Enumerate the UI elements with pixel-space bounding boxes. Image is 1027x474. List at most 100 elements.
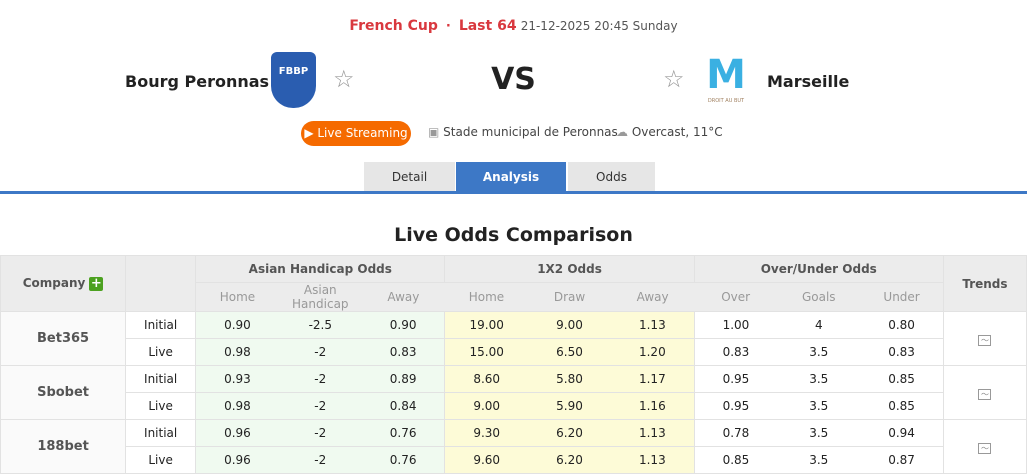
odds-cell[interactable]: 0.85 <box>860 365 944 393</box>
odds-cell[interactable]: 0.85 <box>693 446 778 474</box>
odds-cell[interactable]: 6.50 <box>527 338 612 366</box>
odds-cell[interactable]: -2 <box>278 338 362 366</box>
odds-cell[interactable]: 1.20 <box>611 338 695 366</box>
odds-cell[interactable]: 3.5 <box>777 392 861 420</box>
home-team-name[interactable]: Bourg Peronnas <box>125 72 270 91</box>
odds-cell[interactable]: 0.95 <box>693 392 778 420</box>
stadium-icon: ▣ <box>428 125 440 139</box>
trends-cell[interactable]: 〜 <box>942 311 1027 366</box>
trend-chart-icon[interactable]: 〜 <box>978 442 992 454</box>
sub-header: Away <box>361 282 445 312</box>
odds-cell[interactable]: 3.5 <box>777 419 861 447</box>
cloud-icon: ☁ <box>616 125 628 139</box>
odds-cell[interactable]: 0.85 <box>860 392 944 420</box>
odds-type: Initial <box>125 311 197 339</box>
odds-cell[interactable]: 9.30 <box>444 419 528 447</box>
odds-cell[interactable]: 4 <box>777 311 861 339</box>
odds-cell[interactable]: 1.17 <box>611 365 695 393</box>
company-header: Company + <box>0 255 127 312</box>
odds-cell[interactable]: 5.80 <box>527 365 612 393</box>
company-name[interactable]: 188bet <box>0 419 127 474</box>
sub-header: Under <box>860 282 944 312</box>
odds-cell[interactable]: -2 <box>278 419 362 447</box>
odds-cell[interactable]: 0.94 <box>860 419 944 447</box>
table-row[interactable]: Live 0.96 -2 0.76 9.60 6.20 1.13 0.85 3.5 0.87 <box>1 446 1027 474</box>
tab-analysis[interactable]: Analysis <box>456 162 566 192</box>
odds-cell[interactable]: 0.98 <box>195 338 279 366</box>
odds-cell[interactable]: 6.20 <box>527 419 612 447</box>
odds-cell[interactable]: 0.78 <box>693 419 778 447</box>
odds-cell[interactable]: 8.60 <box>444 365 528 393</box>
odds-cell[interactable]: 0.76 <box>361 446 445 474</box>
add-company-icon[interactable]: + <box>89 275 104 291</box>
home-team-logo[interactable]: FBBP <box>271 52 316 108</box>
table-row[interactable]: 188bet Initial 0.96 -2 0.76 9.30 6.20 1.13 0.78 3… <box>0 419 1027 474</box>
odds-cell[interactable]: 0.76 <box>361 419 445 447</box>
trend-chart-icon[interactable]: 〜 <box>978 388 992 400</box>
odds-cell[interactable]: -2 <box>278 365 362 393</box>
match-datetime: 21-12-2025 20:45 Sunday <box>520 19 678 33</box>
odds-cell[interactable]: 1.13 <box>611 419 695 447</box>
away-team-name[interactable]: Marseille <box>767 72 850 91</box>
odds-cell[interactable]: 15.00 <box>444 338 528 366</box>
trends-header: Trends <box>942 255 1027 312</box>
1x2-header: 1X2 Odds <box>444 255 695 283</box>
table-row[interactable]: Live 0.98 -2 0.83 15.00 6.50 1.20 0.83 3.5 0.83 <box>1 338 1027 366</box>
odds-cell[interactable]: 1.00 <box>693 311 778 339</box>
odds-cell[interactable]: 0.90 <box>361 311 445 339</box>
odds-cell[interactable]: 3.5 <box>777 338 861 366</box>
odds-cell[interactable]: 0.96 <box>195 419 279 447</box>
odds-cell[interactable]: 1.13 <box>611 446 695 474</box>
odds-cell[interactable]: 0.98 <box>195 392 279 420</box>
league-name[interactable]: French Cup <box>349 18 438 34</box>
odds-cell[interactable]: 0.83 <box>860 338 944 366</box>
odds-cell[interactable]: 19.00 <box>444 311 528 339</box>
sub-header: Home <box>195 282 279 312</box>
home-favorite-star-icon[interactable]: ☆ <box>333 65 355 93</box>
odds-cell[interactable]: 9.60 <box>444 446 528 474</box>
tab-odds[interactable]: Odds <box>568 162 655 192</box>
odds-cell[interactable]: 5.90 <box>527 392 612 420</box>
odds-cell[interactable]: 9.00 <box>444 392 528 420</box>
odds-cell[interactable]: 0.95 <box>693 365 778 393</box>
trend-chart-icon[interactable]: 〜 <box>978 334 992 346</box>
tab-underline <box>0 191 1027 194</box>
odds-cell[interactable]: 0.96 <box>195 446 279 474</box>
company-name[interactable]: Sbobet <box>0 365 127 420</box>
odds-cell[interactable]: 9.00 <box>527 311 612 339</box>
odds-cell[interactable]: 3.5 <box>777 365 861 393</box>
odds-cell[interactable]: 0.89 <box>361 365 445 393</box>
table-row[interactable]: Live 0.98 -2 0.84 9.00 5.90 1.16 0.95 3.5 0.85 <box>1 392 1027 420</box>
odds-cell[interactable]: -2.5 <box>278 311 362 339</box>
odds-cell[interactable]: -2 <box>278 446 362 474</box>
odds-cell[interactable]: 6.20 <box>527 446 612 474</box>
away-favorite-star-icon[interactable]: ☆ <box>663 65 685 93</box>
sub-header: Goals <box>777 282 861 312</box>
round: Last 64 <box>458 18 517 34</box>
odds-type: Initial <box>125 365 197 393</box>
odds-cell[interactable]: 0.83 <box>361 338 445 366</box>
live-streaming-button[interactable]: ▶︎ Live Streaming <box>301 121 411 146</box>
tab-bar: Detail Analysis Odds <box>0 162 1027 192</box>
company-name[interactable]: Bet365 <box>0 311 127 366</box>
table-row[interactable]: Sbobet Initial 0.93 -2 0.89 8.60 5.80 1.17 0.95 3… <box>0 365 1027 420</box>
odds-cell[interactable]: 0.84 <box>361 392 445 420</box>
odds-cell[interactable]: 1.16 <box>611 392 695 420</box>
trends-cell[interactable]: 〜 <box>942 365 1027 420</box>
odds-cell[interactable]: 1.13 <box>611 311 695 339</box>
away-team-logo[interactable]: M DROIT AU BUT <box>706 52 746 104</box>
tab-detail[interactable]: Detail <box>364 162 455 192</box>
sub-header: Asian Handicap <box>278 282 362 312</box>
odds-cell[interactable]: -2 <box>278 392 362 420</box>
odds-cell[interactable]: 0.83 <box>693 338 778 366</box>
odds-cell[interactable]: 0.90 <box>195 311 279 339</box>
sub-header: Draw <box>527 282 612 312</box>
sub-header: Home <box>444 282 528 312</box>
odds-cell[interactable]: 0.80 <box>860 311 944 339</box>
odds-cell[interactable]: 3.5 <box>777 446 861 474</box>
odds-cell[interactable]: 0.93 <box>195 365 279 393</box>
vs-label: VS <box>491 62 536 97</box>
table-row[interactable]: Bet365 Initial 0.90 -2.5 0.90 19.00 9.00 1.13 1.… <box>0 311 1027 366</box>
odds-cell[interactable]: 0.87 <box>860 446 944 474</box>
trends-cell[interactable]: 〜 <box>942 419 1027 474</box>
